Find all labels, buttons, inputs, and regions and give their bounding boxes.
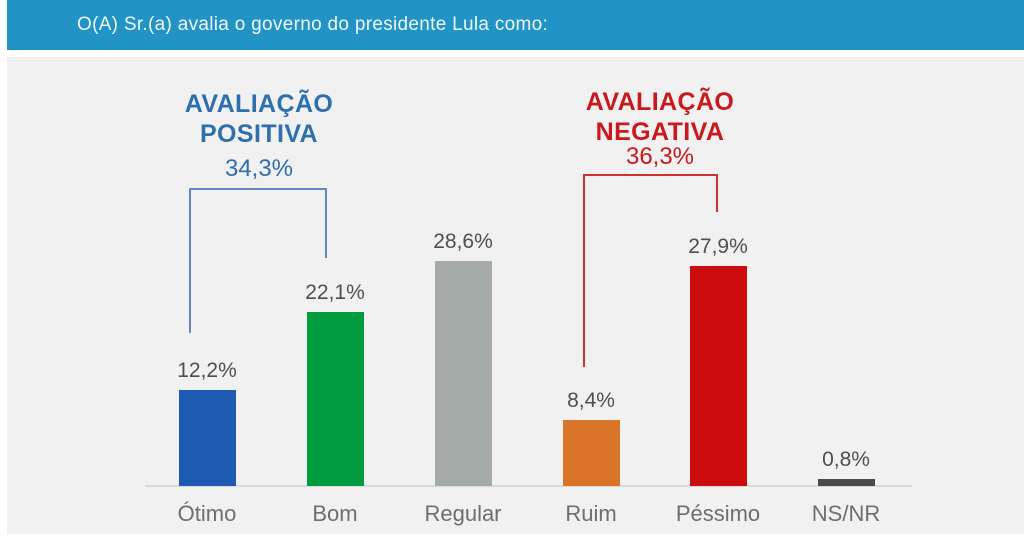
category-label-ns-nr: NS/NR	[811, 501, 881, 526]
bar-bom	[306, 312, 364, 486]
value-label-ruim: 8,4%	[567, 389, 615, 412]
bar-ruim	[562, 420, 620, 486]
header-bar: O(A) Sr.(a) avalia o governo do presiden…	[7, 0, 1024, 50]
category-label-regular: Regular	[424, 501, 502, 526]
bracket-top-positive	[189, 188, 327, 190]
category-label-bom: Bom	[312, 501, 358, 526]
value-label-bom: 22,1%	[305, 281, 365, 304]
page-title: O(A) Sr.(a) avalia o governo do presiden…	[77, 14, 549, 35]
bar-ns-nr	[817, 479, 875, 486]
category-label-ruim: Ruim	[565, 501, 617, 526]
bracket-right-leg-negative	[716, 174, 718, 212]
bracket-left-leg-negative	[583, 174, 585, 367]
value-label-pessimo: 27,9%	[688, 235, 748, 258]
annotation-value-negative: 36,3%	[625, 143, 695, 170]
bar-otimo	[178, 390, 236, 486]
bracket-right-leg-positive	[325, 188, 327, 258]
category-label-otimo: Ótimo	[177, 501, 237, 526]
annotation-title-positive: AVALIAÇÃO POSITIVA	[184, 90, 334, 148]
bracket-left-leg-positive	[189, 188, 191, 333]
value-label-otimo: 12,2%	[177, 359, 237, 382]
value-label-regular: 28,6%	[433, 230, 493, 253]
bar-regular	[434, 261, 492, 486]
bar-pessimo	[689, 266, 747, 486]
value-label-ns-nr: 0,8%	[822, 448, 870, 471]
category-label-pessimo: Péssimo	[675, 501, 761, 526]
annotation-value-positive: 34,3%	[224, 155, 294, 182]
chart-panel	[7, 57, 1024, 534]
annotation-title-negative: AVALIAÇÃO NEGATIVA	[585, 88, 735, 146]
bracket-top-negative	[583, 174, 718, 176]
x-axis-line	[145, 485, 912, 487]
